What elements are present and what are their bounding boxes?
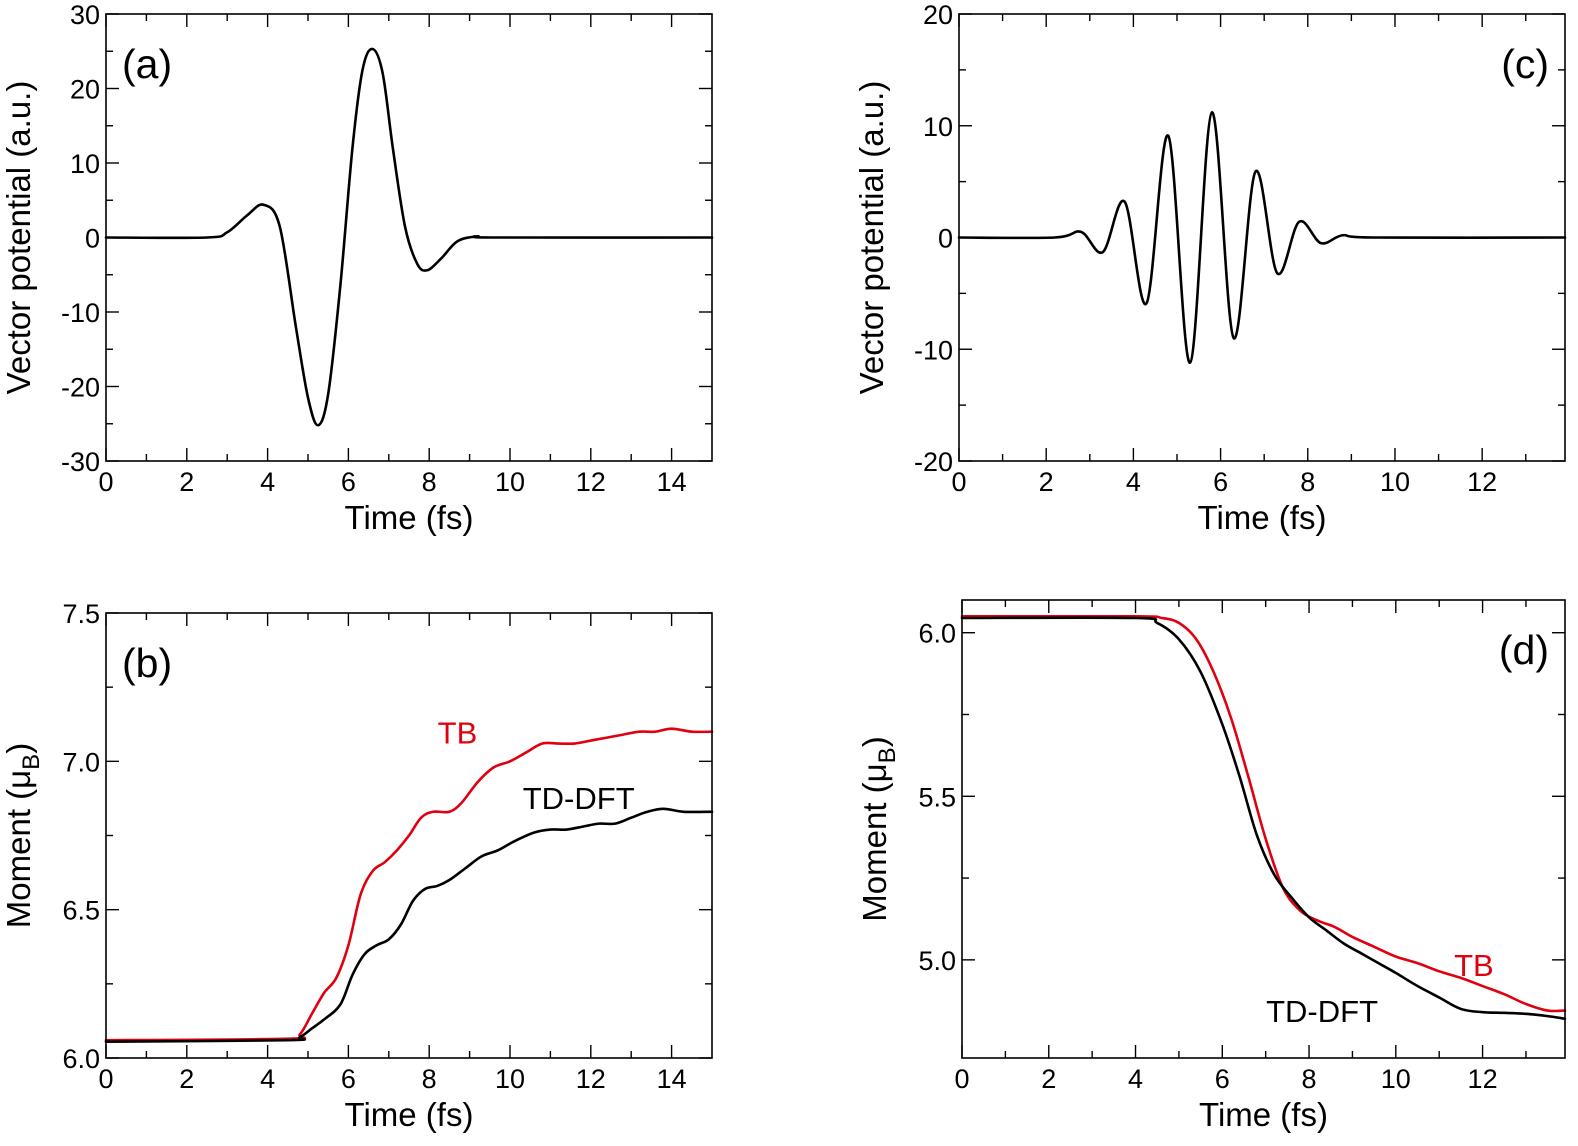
x-tick-label: 0 [98,467,113,497]
y-axis-title: Vector potential (a.u.) [853,81,890,395]
x-tick-label: 8 [1300,467,1315,497]
x-tick-label: 8 [422,467,437,497]
x-tick-label: 6 [341,1064,356,1094]
x-tick-label: 12 [1467,467,1497,497]
panel-label: (c) [1501,41,1549,87]
x-tick-label: 10 [1381,1064,1411,1094]
y-tick-label: 6.5 [62,896,100,926]
panel-c: 0 2 4 6 8 10 12 -20 -10 0 10 20 Time (fs) Vector pote… [853,0,1567,536]
y-tick-label: 6.0 [62,1044,100,1074]
x-tick-label: 4 [260,467,275,497]
y-tick-label: 5.0 [918,946,956,976]
series-line-a-t- [957,111,1567,364]
y-tick-label: 5.5 [918,782,956,812]
y-tick-label: 30 [70,0,100,30]
plot-frame [961,599,1566,1059]
x-axis-title: Time (fs) [345,1096,474,1133]
x-tick-label: 0 [954,1064,969,1094]
series-line-tb [960,614,1567,1013]
series-label-tb: TB [1454,948,1494,983]
x-axis-title: Time (fs) [1198,499,1327,536]
x-tick-label: 10 [495,467,525,497]
y-tick-label: 10 [70,149,100,179]
x-tick-label: 6 [1215,1064,1230,1094]
x-tick-label: 6 [341,467,356,497]
y-tick-label: -10 [61,298,100,328]
y-tick-label: -20 [914,447,953,477]
y-tick-label: 7.0 [62,747,100,777]
x-tick-label: 4 [1126,467,1141,497]
series-line-td-dft [960,616,1567,1021]
y-tick-label: 10 [923,112,953,142]
x-tick-label: 4 [260,1064,275,1094]
series-line-tb [104,727,714,1042]
y-tick-label: -20 [61,373,100,403]
series-label-tb: TB [438,716,478,751]
y-tick-label: 6.0 [918,619,956,649]
y-tick-label: 20 [923,0,953,30]
x-tick-label: 0 [951,467,966,497]
y-tick-label: 0 [938,224,953,254]
series-line-a-t- [104,47,714,427]
x-tick-label: 2 [1041,1064,1056,1094]
x-axis-title: Time (fs) [345,499,474,536]
y-axis-title: Moment (μB) [856,736,901,921]
panel-label: (b) [122,640,172,686]
panel-label: (d) [1499,627,1549,673]
y-tick-label: -30 [61,447,100,477]
y-axis-title: Vector potential (a.u.) [0,81,37,395]
series-label-td-dft: TD-DFT [1266,994,1378,1029]
x-axis-title: Time (fs) [1199,1096,1328,1133]
x-tick-label: 2 [179,467,194,497]
panel-d: 0 2 4 6 8 10 12 5.0 5.5 6.0 Time (fs) Moment (μB) (d… [856,599,1567,1133]
panel-b: 0 2 4 6 8 10 12 14 6.0 6.5 7.0 7.5 Time (fs) Moment (… [0,599,714,1133]
x-tick-label: 8 [1302,1064,1317,1094]
x-tick-label: 2 [179,1064,194,1094]
x-tick-label: 14 [657,467,687,497]
x-tick-label: 10 [495,1064,525,1094]
x-tick-label: 12 [576,1064,606,1094]
x-tick-label: 10 [1380,467,1410,497]
x-tick-label: 8 [422,1064,437,1094]
y-tick-label: 0 [85,224,100,254]
x-tick-label: 12 [576,467,606,497]
x-tick-label: 14 [657,1064,687,1094]
x-tick-label: 12 [1468,1064,1498,1094]
x-tick-label: 4 [1128,1064,1143,1094]
y-tick-label: -10 [914,335,953,365]
x-tick-label: 2 [1039,467,1054,497]
panel-a: 0 2 4 6 8 10 12 14 -30 -20 -10 0 10 20 30 Time (fs) Vect… [0,0,714,536]
series-label-td-dft: TD-DFT [523,781,635,816]
y-tick-label: 20 [70,75,100,105]
x-tick-label: 0 [98,1064,113,1094]
y-axis-title: Moment (μB) [0,743,45,928]
series-line-td-dft [104,807,714,1043]
panel-label: (a) [122,41,172,87]
x-tick-label: 6 [1213,467,1228,497]
y-tick-label: 7.5 [62,599,100,629]
